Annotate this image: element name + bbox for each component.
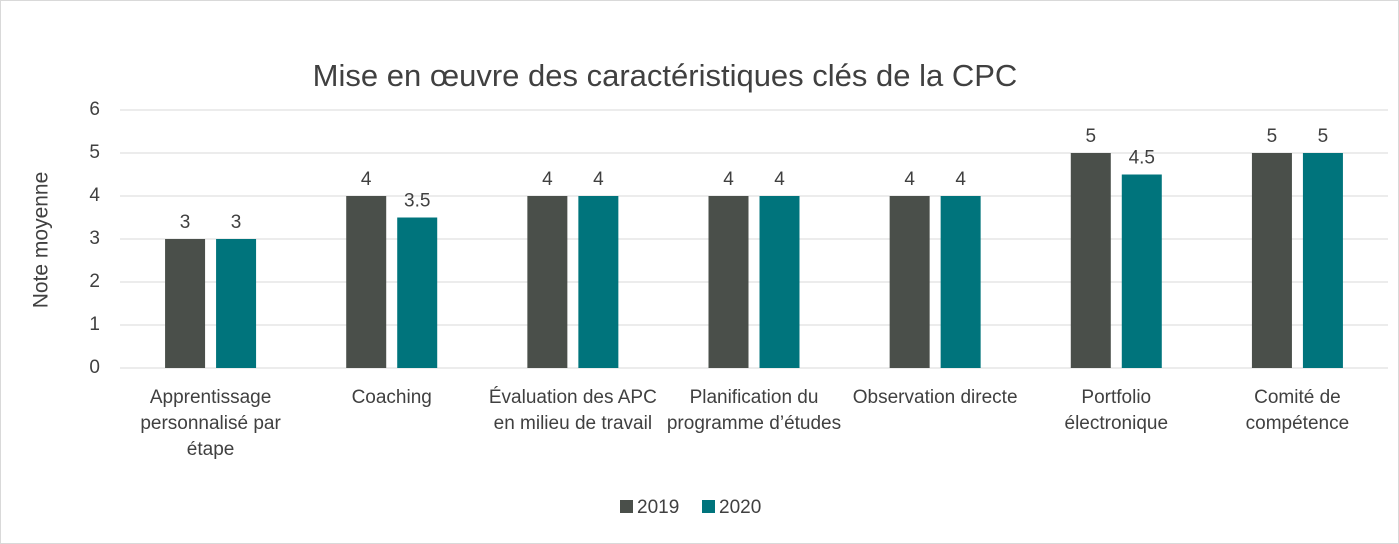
y-tick-label: 3 (89, 228, 100, 249)
x-tick-label-box: Apprentissage personnalisé par étape (140, 387, 281, 460)
data-label: 3 (231, 212, 242, 233)
legend-swatch (702, 500, 715, 513)
data-label: 4 (955, 169, 966, 190)
x-tick-label: Comité de compétence (1245, 387, 1350, 434)
x-tick-label-box: Comité de compétence (1245, 387, 1350, 434)
y-tick-label: 2 (89, 271, 100, 292)
data-label: 4 (542, 169, 553, 190)
legend-swatch (620, 500, 633, 513)
x-tick-label-box: Observation directe (852, 387, 1018, 408)
x-tick-label: Observation directe (852, 387, 1018, 408)
data-label: 5 (1267, 126, 1278, 147)
bar (759, 196, 800, 368)
x-tick-label: Portfolio électronique (1064, 387, 1169, 434)
legend-label: 2019 (637, 497, 679, 518)
bar (1251, 153, 1292, 368)
x-tick-label-box: Planification du programme d’études (666, 387, 842, 434)
y-tick-label: 1 (89, 314, 100, 335)
legend-label: 2020 (719, 497, 761, 518)
x-tick-label: Planification du programme d’études (666, 387, 842, 434)
x-tick-label-box: Portfolio électronique (1064, 387, 1169, 434)
y-tick-label: 0 (89, 357, 100, 378)
y-axis-label: Note moyenne (30, 172, 53, 309)
y-tick-label: 6 (89, 99, 100, 120)
x-tick-label-box: Évaluation des APC en milieu de travail (488, 387, 657, 434)
x-tick-label: Apprentissage personnalisé par étape (140, 387, 281, 460)
bar (397, 217, 438, 368)
data-label: 3.5 (404, 191, 430, 212)
bar (216, 239, 257, 368)
bar (578, 196, 619, 368)
bar (1302, 153, 1343, 368)
data-label: 5 (1085, 126, 1096, 147)
bar (889, 196, 930, 368)
bar (527, 196, 568, 368)
data-label: 4 (723, 169, 734, 190)
x-tick-label-box: Coaching (351, 387, 432, 408)
data-label: 5 (1318, 126, 1329, 147)
bar (1121, 174, 1162, 368)
chart-title: Mise en œuvre des caractéristiques clés … (313, 58, 1018, 93)
x-tick-label: Coaching (351, 387, 432, 408)
bar (708, 196, 749, 368)
data-label: 4.5 (1129, 148, 1155, 169)
data-label: 4 (774, 169, 785, 190)
bar (1070, 153, 1111, 368)
y-tick-label: 5 (89, 142, 100, 163)
data-label: 3 (180, 212, 191, 233)
bar (346, 196, 387, 368)
bar (940, 196, 981, 368)
data-label: 4 (904, 169, 915, 190)
bar (165, 239, 206, 368)
x-tick-label: Évaluation des APC en milieu de travail (488, 387, 657, 434)
y-tick-label: 4 (89, 185, 100, 206)
data-label: 4 (361, 169, 372, 190)
data-label: 4 (593, 169, 604, 190)
